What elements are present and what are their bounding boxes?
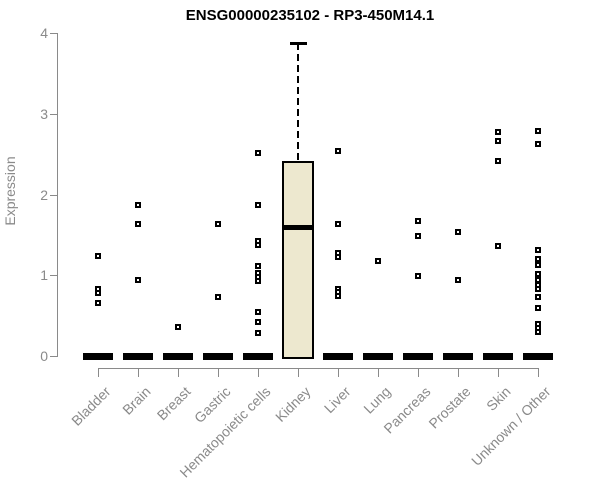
collapsed-box bbox=[442, 353, 473, 360]
x-axis-tick bbox=[337, 368, 339, 377]
y-tick-label: 1 bbox=[40, 267, 48, 283]
outlier-point bbox=[254, 150, 261, 157]
collapsed-box bbox=[202, 353, 233, 360]
upper-whisker bbox=[296, 42, 299, 161]
outlier-point bbox=[254, 309, 261, 316]
x-axis-tick bbox=[177, 368, 179, 377]
y-tick-label: 0 bbox=[40, 348, 48, 364]
x-axis-tick bbox=[498, 368, 499, 377]
outlier-point bbox=[94, 299, 101, 306]
outlier-point bbox=[535, 247, 542, 254]
collapsed-box bbox=[82, 353, 113, 360]
collapsed-box bbox=[162, 353, 193, 360]
outlier-point bbox=[414, 273, 421, 280]
x-axis-tick bbox=[217, 368, 219, 377]
y-axis-tick bbox=[50, 33, 57, 34]
y-tick-label: 2 bbox=[40, 187, 48, 203]
y-axis-tick bbox=[50, 195, 57, 196]
x-axis-tick bbox=[257, 368, 259, 377]
outlier-point bbox=[214, 221, 221, 228]
x-axis-tick bbox=[457, 368, 459, 377]
outlier-point bbox=[334, 254, 341, 261]
outlier-point bbox=[454, 228, 461, 235]
outlier-point bbox=[495, 158, 501, 165]
outlier-point bbox=[94, 252, 101, 259]
outlier-point bbox=[174, 323, 181, 330]
outlier-point bbox=[535, 305, 542, 312]
outlier-point bbox=[535, 140, 542, 147]
outlier-point bbox=[214, 294, 221, 301]
outlier-point bbox=[334, 147, 341, 154]
whisker-cap bbox=[289, 41, 307, 45]
chart-title: ENSG00000235102 - RP3-450M14.1 bbox=[185, 7, 435, 24]
outlier-point bbox=[495, 138, 501, 145]
y-axis-tick bbox=[50, 356, 57, 357]
outlier-point bbox=[334, 293, 341, 300]
outlier-point bbox=[535, 294, 542, 301]
outlier-point bbox=[495, 243, 501, 250]
outlier-point bbox=[134, 277, 141, 284]
y-tick-label: 3 bbox=[40, 106, 48, 122]
x-axis-tick bbox=[377, 368, 379, 377]
collapsed-box bbox=[402, 353, 433, 360]
x-axis-tick bbox=[97, 368, 99, 377]
collapsed-box bbox=[242, 353, 273, 360]
x-axis-tick bbox=[417, 368, 419, 377]
collapsed-box bbox=[122, 353, 153, 360]
outlier-point bbox=[535, 127, 542, 134]
outlier-point bbox=[535, 270, 542, 277]
outlier-point bbox=[535, 328, 542, 335]
outlier-point bbox=[134, 220, 141, 227]
outlier-point bbox=[254, 242, 261, 249]
box-body bbox=[281, 160, 314, 359]
median-line bbox=[281, 225, 314, 231]
collapsed-box bbox=[322, 353, 353, 360]
x-axis-tick bbox=[137, 368, 139, 377]
outlier-point bbox=[454, 277, 461, 284]
outlier-point bbox=[535, 261, 542, 268]
outlier-point bbox=[94, 290, 101, 296]
y-axis-tick bbox=[50, 275, 57, 276]
outlier-point bbox=[495, 128, 501, 135]
x-axis-line bbox=[97, 368, 540, 369]
y-axis-tick bbox=[50, 114, 57, 115]
outlier-point bbox=[414, 218, 421, 225]
outlier-point bbox=[254, 319, 261, 326]
collapsed-box bbox=[523, 353, 554, 360]
outlier-point bbox=[414, 232, 421, 239]
y-tick-label: 4 bbox=[40, 25, 48, 41]
outlier-point bbox=[254, 201, 261, 208]
collapsed-box bbox=[483, 353, 513, 360]
outlier-point bbox=[254, 330, 261, 337]
outlier-point bbox=[134, 201, 141, 208]
y-axis-line bbox=[57, 33, 58, 357]
outlier-point bbox=[535, 256, 542, 263]
outlier-point bbox=[254, 277, 261, 284]
outlier-point bbox=[374, 257, 381, 264]
x-axis-tick bbox=[538, 368, 540, 377]
outlier-point bbox=[535, 285, 542, 292]
outlier-point bbox=[254, 263, 261, 270]
x-axis-tick bbox=[297, 368, 299, 377]
collapsed-box bbox=[362, 353, 393, 360]
outlier-point bbox=[334, 220, 341, 227]
